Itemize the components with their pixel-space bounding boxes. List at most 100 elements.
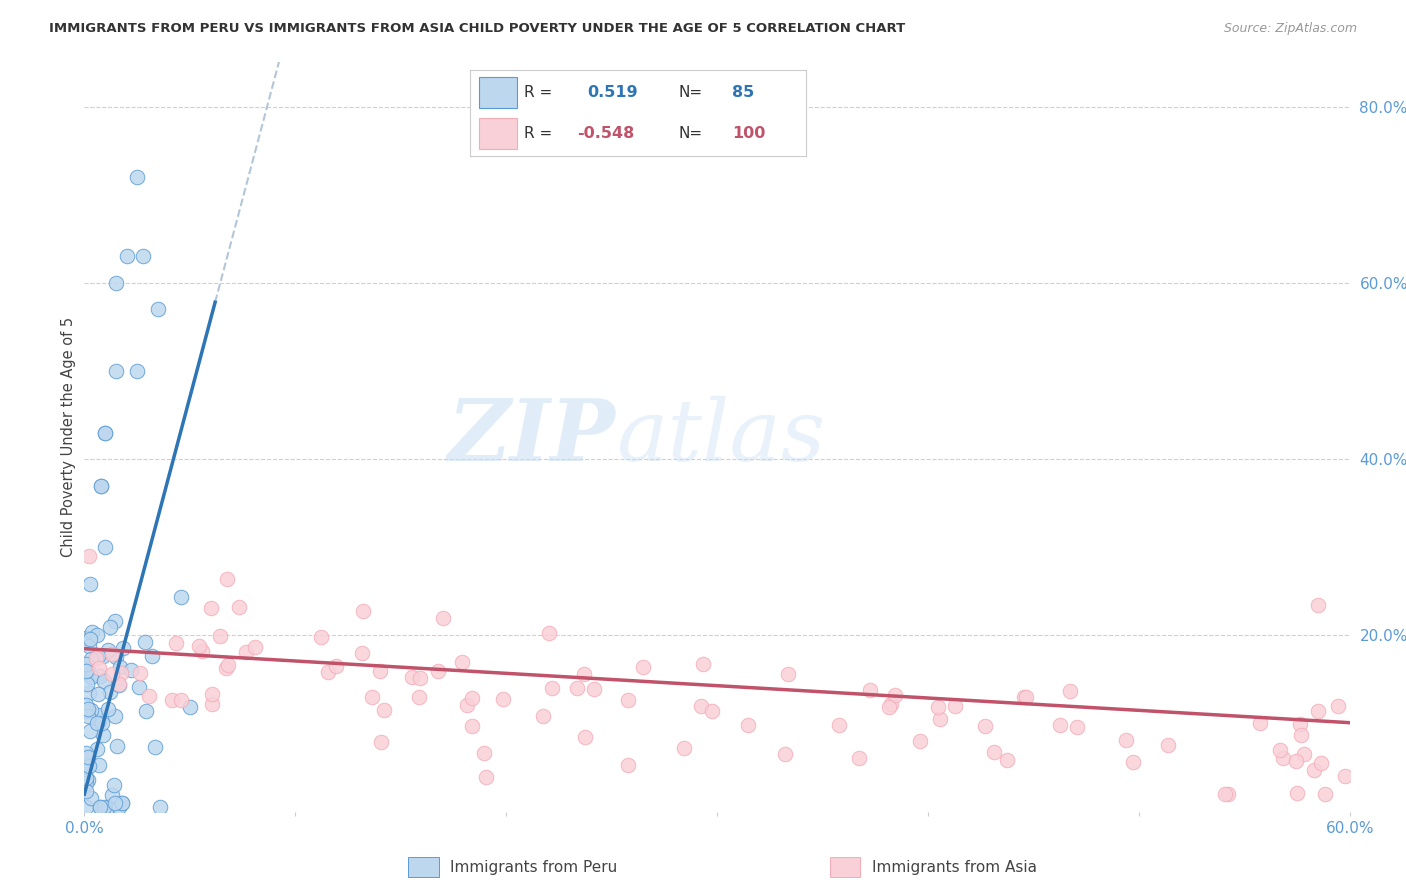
Point xyxy=(160,693,183,707)
Point xyxy=(1012,690,1035,705)
Point xyxy=(460,719,482,733)
Point xyxy=(97,800,120,814)
Point xyxy=(1115,732,1137,747)
Point xyxy=(200,601,222,615)
Point xyxy=(1066,720,1088,734)
Point xyxy=(105,650,128,665)
Point xyxy=(76,747,98,761)
Point xyxy=(1308,598,1330,612)
Point xyxy=(80,790,103,805)
Point xyxy=(79,686,101,700)
Point xyxy=(316,665,339,679)
Point xyxy=(87,758,110,772)
Point xyxy=(77,772,100,787)
Point xyxy=(1289,728,1312,742)
Point xyxy=(91,728,114,742)
Point xyxy=(80,625,103,640)
Point xyxy=(828,717,851,731)
Point xyxy=(572,666,595,681)
Point xyxy=(631,659,654,673)
Point xyxy=(89,800,111,814)
Point xyxy=(352,646,374,660)
Point xyxy=(104,708,127,723)
Point xyxy=(127,364,149,378)
Point xyxy=(89,800,111,814)
Point xyxy=(108,800,131,814)
Point xyxy=(86,715,108,730)
Point xyxy=(80,652,103,666)
Point xyxy=(141,649,163,664)
Point xyxy=(1303,764,1326,778)
Point xyxy=(145,739,167,754)
Point xyxy=(880,697,903,711)
Point xyxy=(373,703,395,717)
Point xyxy=(101,789,124,803)
Point xyxy=(76,776,98,790)
Point xyxy=(702,704,724,718)
Point xyxy=(76,677,98,691)
Point xyxy=(77,709,100,723)
Point xyxy=(474,770,496,784)
Point xyxy=(79,632,101,646)
Point xyxy=(128,680,150,694)
Point xyxy=(215,572,238,586)
Point xyxy=(325,659,347,673)
Point xyxy=(1249,715,1271,730)
Point xyxy=(201,687,224,701)
Point xyxy=(110,665,132,680)
Point xyxy=(76,800,98,814)
Point xyxy=(737,717,759,731)
Point xyxy=(361,690,384,704)
Point xyxy=(884,689,907,703)
Point xyxy=(111,640,134,655)
Point xyxy=(80,703,103,717)
Point xyxy=(120,663,142,677)
Point xyxy=(77,549,100,563)
Point xyxy=(170,590,193,604)
Point xyxy=(1313,787,1336,801)
Point xyxy=(235,645,257,659)
Text: Source: ZipAtlas.com: Source: ZipAtlas.com xyxy=(1223,22,1357,36)
Point xyxy=(1157,738,1180,752)
Point xyxy=(104,614,127,628)
Point xyxy=(87,708,110,723)
Point xyxy=(567,681,589,695)
Point xyxy=(401,669,423,683)
Point xyxy=(93,800,115,814)
Point xyxy=(928,712,950,726)
Point xyxy=(908,734,931,748)
Point xyxy=(84,650,107,665)
Point xyxy=(1285,755,1308,769)
Point xyxy=(105,276,127,290)
Text: ZIP: ZIP xyxy=(449,395,616,479)
Point xyxy=(79,723,101,738)
Point xyxy=(76,663,98,677)
Point xyxy=(201,697,224,711)
Point xyxy=(215,661,238,675)
Point xyxy=(1059,683,1081,698)
Point xyxy=(170,693,193,707)
Point xyxy=(927,699,949,714)
Point xyxy=(77,639,100,653)
Point xyxy=(370,735,392,749)
Point xyxy=(1333,769,1355,783)
Point xyxy=(1213,787,1236,801)
Point xyxy=(574,731,596,745)
Point xyxy=(427,664,450,678)
Point xyxy=(456,698,478,712)
Point xyxy=(94,425,117,440)
Point xyxy=(165,636,187,650)
Point xyxy=(76,631,98,645)
Point xyxy=(135,704,157,718)
Point xyxy=(1272,750,1295,764)
Point xyxy=(86,648,108,663)
Point xyxy=(450,655,472,669)
Point xyxy=(115,249,138,263)
Point xyxy=(1268,743,1291,757)
Point xyxy=(93,674,115,689)
Point xyxy=(105,364,127,378)
Point xyxy=(111,796,134,810)
Text: Immigrants from Asia: Immigrants from Asia xyxy=(872,861,1036,875)
Point xyxy=(107,678,129,692)
Point xyxy=(87,687,110,701)
